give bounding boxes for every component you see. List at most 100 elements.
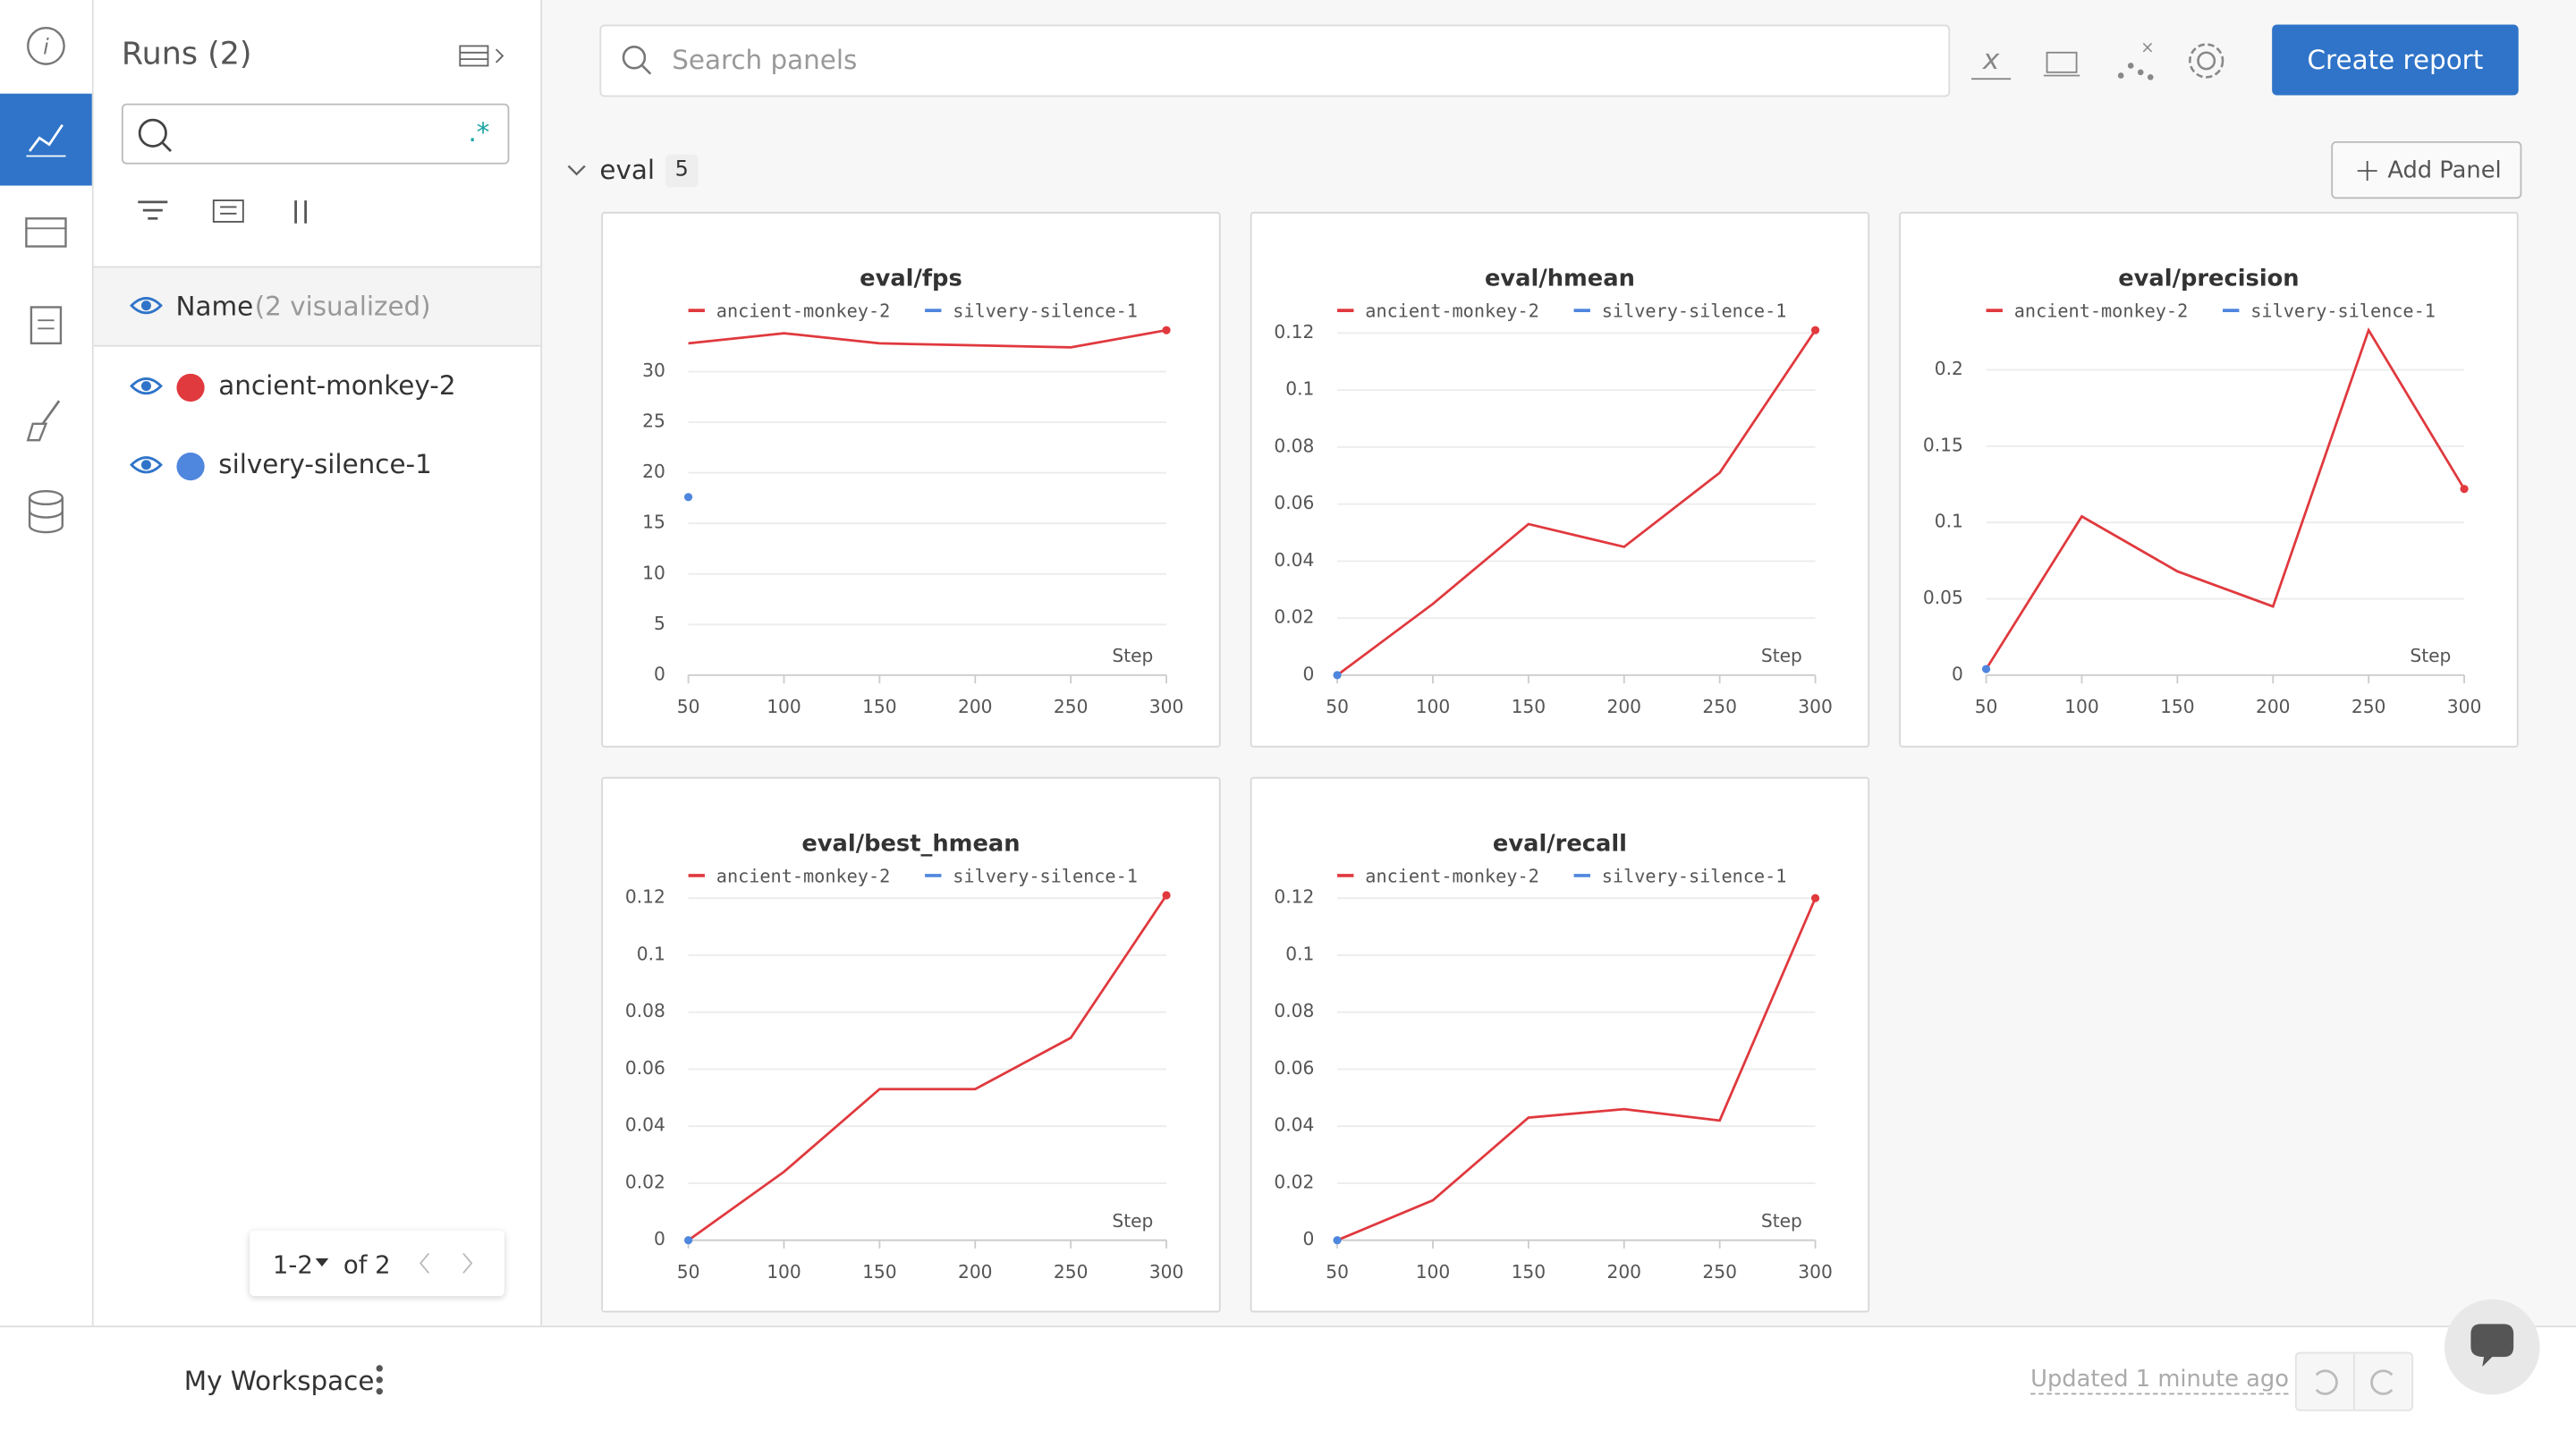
create-report-button[interactable]: Create report xyxy=(2272,24,2519,96)
chart-title: eval/recall xyxy=(1493,831,1627,858)
chart-title: eval/hmean xyxy=(1485,266,1635,292)
y-tick-label: 0.05 xyxy=(1923,587,1963,608)
chart-panel: eval/hmean ancient-monkey-2 silvery-silenc… xyxy=(1250,211,1870,748)
eye-outline xyxy=(130,377,163,395)
visibility-toggle[interactable] xyxy=(130,453,163,477)
chart: eval/best_hmean ancient-monkey-2 silvery-s… xyxy=(625,831,1184,1283)
x-tick-label: 250 xyxy=(1054,696,1089,717)
x-tick-label: 150 xyxy=(862,1261,897,1283)
run-row: ancient-monkey-2 xyxy=(94,365,541,411)
chart-panel: eval/recall ancient-monkey-2 silvery-silen… xyxy=(1250,776,1870,1313)
end-point xyxy=(1162,326,1171,334)
table-toggle[interactable] xyxy=(458,43,507,72)
x-tick-label: 250 xyxy=(1702,1261,1737,1283)
x-tick-label: 250 xyxy=(2351,696,2386,717)
x-tick-label: 100 xyxy=(767,1261,801,1283)
toolbar-icons[interactable]: x × xyxy=(1968,36,2239,89)
legend-label: ancient-monkey-2 xyxy=(1365,865,1538,886)
chart-title: eval/best_hmean xyxy=(801,831,1020,858)
page-range[interactable]: 1-2 xyxy=(272,1249,313,1280)
x-tick-label: 200 xyxy=(958,1261,993,1283)
legend-label: silvery-silence-1 xyxy=(953,865,1138,886)
y-tick-label: 0.02 xyxy=(625,1171,665,1192)
y-tick-label: 0.15 xyxy=(1923,434,1963,455)
y-tick-label: 30 xyxy=(642,360,665,381)
end-point xyxy=(1981,665,1991,673)
y-tick-label: 0.04 xyxy=(625,1114,665,1136)
series-line xyxy=(688,328,1167,349)
y-tick-label: 0 xyxy=(654,1228,665,1249)
icon-bar: i xyxy=(0,0,94,1326)
runs-title: Runs (2) xyxy=(121,36,252,72)
legend-label: ancient-monkey-2 xyxy=(716,865,890,886)
x-tick-label: 50 xyxy=(1975,696,1998,717)
x-tick-label: 100 xyxy=(767,696,801,717)
y-tick-label: 0.06 xyxy=(625,1057,665,1079)
nav-active[interactable] xyxy=(0,93,92,186)
workspace-menu[interactable] xyxy=(371,1363,387,1396)
x-tick-label: 150 xyxy=(862,696,897,717)
x-tick-label: 100 xyxy=(1416,1261,1451,1283)
y-tick-label: 0 xyxy=(654,663,665,684)
eye-pupil xyxy=(140,381,151,392)
x-tick-label: 200 xyxy=(2256,696,2291,717)
legend-label: ancient-monkey-2 xyxy=(1365,300,1538,321)
series-line xyxy=(1336,897,1817,1241)
eye-outline xyxy=(130,456,163,474)
chart: eval/recall ancient-monkey-2 silvery-silen… xyxy=(1274,831,1832,1283)
chart-title: eval/precision xyxy=(2118,266,2299,292)
end-point xyxy=(1333,1236,1342,1245)
legend-label: silvery-silence-1 xyxy=(1602,865,1787,886)
visibility-toggle[interactable] xyxy=(130,375,163,398)
run-color-dot xyxy=(176,453,205,481)
x-axis-label: Step xyxy=(2410,645,2451,666)
page-arrows[interactable] xyxy=(414,1250,479,1276)
x-tick-label: 150 xyxy=(1512,696,1546,717)
x-tick-label: 300 xyxy=(1149,1261,1184,1283)
nav-icons: i xyxy=(0,27,92,534)
legend-label: ancient-monkey-2 xyxy=(716,300,890,321)
footer: My Workspace Updated 1 minute ago xyxy=(0,1325,2576,1431)
x-tick-label: 50 xyxy=(677,696,700,717)
y-tick-label: 10 xyxy=(642,562,665,583)
undo-redo[interactable] xyxy=(2294,1351,2414,1411)
end-point xyxy=(683,493,693,502)
svg-text:i: i xyxy=(43,35,49,60)
pagination: 1-2 of 2 xyxy=(250,1230,504,1297)
section-count: 5 xyxy=(665,154,699,188)
panel-search[interactable]: Search panels xyxy=(599,24,1951,97)
collapse-caret[interactable] xyxy=(565,161,589,181)
x-tick-label: 250 xyxy=(1702,696,1737,717)
series-line xyxy=(1336,329,1817,676)
y-tick-label: 0 xyxy=(1303,663,1315,684)
y-tick-label: 0.12 xyxy=(625,886,665,908)
y-tick-label: 0.02 xyxy=(1274,606,1314,628)
y-tick-label: 0.04 xyxy=(1274,549,1314,571)
x-axis-label: Step xyxy=(1112,1210,1153,1232)
chart: eval/hmean ancient-monkey-2 silvery-silenc… xyxy=(1274,266,1832,717)
chart-panel: eval/best_hmean ancient-monkey-2 silvery-s… xyxy=(601,776,1221,1313)
y-tick-label: 0.06 xyxy=(1274,1057,1314,1079)
add-panel-button[interactable]: Add Panel xyxy=(2331,140,2522,199)
x-tick-label: 200 xyxy=(1606,696,1641,717)
run-tools[interactable] xyxy=(135,194,332,230)
run-color xyxy=(176,373,205,402)
run-row: silvery-silence-1 xyxy=(94,444,541,489)
end-point xyxy=(683,1236,693,1245)
x-tick-label: 300 xyxy=(1149,696,1184,717)
series-line xyxy=(687,894,1168,1241)
workspace-name[interactable]: My Workspace xyxy=(183,1365,375,1397)
x-axis-label: Step xyxy=(1761,645,1802,666)
chat-button[interactable] xyxy=(2443,1298,2541,1396)
runs-header: Name (2 visualized) xyxy=(93,266,541,347)
svg-text:x: x xyxy=(1982,44,2000,76)
y-tick-label: 0.08 xyxy=(1274,435,1314,456)
search-placeholder: Search panels xyxy=(672,44,858,76)
updated-status: Updated 1 minute ago xyxy=(2030,1367,2290,1395)
end-point xyxy=(2460,485,2469,494)
y-tick-label: 0.02 xyxy=(1274,1171,1314,1192)
runs-search[interactable]: .* xyxy=(121,103,510,165)
y-tick-label: 0.1 xyxy=(1285,378,1314,400)
